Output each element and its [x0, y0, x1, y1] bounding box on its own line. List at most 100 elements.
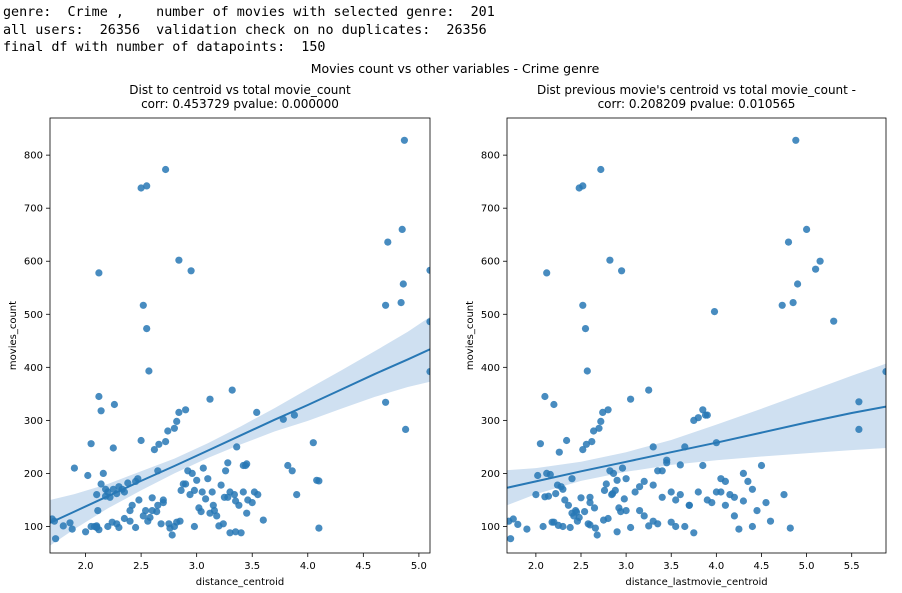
data-point: [600, 486, 609, 494]
data-point: [579, 182, 587, 190]
data-point: [148, 494, 156, 502]
confidence-band: [50, 316, 430, 546]
data-point: [259, 516, 267, 524]
data-point: [124, 479, 132, 487]
data-point: [243, 509, 251, 517]
data-point: [590, 504, 599, 512]
data-point: [154, 501, 162, 509]
data-point: [399, 280, 407, 288]
data-point: [591, 524, 600, 532]
chart-dist-centroid: 2.0 2.5 3.0 3.5 4.0 4.5 5.0 100 200 300 400 500 600 7…: [8, 83, 431, 588]
data-point: [735, 525, 743, 533]
data-point: [622, 507, 630, 515]
data-point: [721, 501, 730, 509]
data-point: [164, 427, 172, 435]
data-point: [82, 528, 90, 536]
data-point: [640, 477, 648, 485]
data-point: [155, 440, 163, 448]
data-point: [109, 485, 117, 493]
data-point: [95, 392, 103, 401]
data-point: [248, 499, 256, 507]
y-tick-label: 100: [481, 522, 500, 533]
x-tick-label: 5.0: [411, 561, 427, 572]
data-point: [882, 368, 886, 376]
data-point: [239, 488, 247, 496]
data-point: [636, 507, 644, 515]
data-point: [66, 519, 74, 527]
data-point: [543, 269, 551, 277]
data-point: [748, 485, 757, 493]
data-point: [239, 461, 247, 470]
data-point: [206, 509, 214, 517]
data-point: [95, 526, 103, 534]
data-point: [135, 496, 143, 504]
data-point: [694, 488, 702, 496]
data-point: [582, 440, 591, 448]
data-point: [182, 406, 190, 414]
data-point: [568, 475, 576, 483]
data-point: [94, 507, 102, 515]
y-tick-label: 500: [481, 310, 500, 321]
data-point: [609, 490, 617, 498]
console-line-users: all users: 26356 validation check on no …: [3, 22, 487, 38]
x-tick-label: 2.5: [573, 561, 589, 572]
data-point: [618, 464, 627, 472]
data-point: [68, 525, 76, 533]
data-point: [426, 266, 430, 274]
x-tick-label: 3.0: [189, 561, 205, 572]
data-point: [586, 521, 594, 529]
data-point: [784, 238, 793, 246]
data-point: [109, 444, 117, 452]
data-point: [398, 225, 406, 233]
x-tick-label: 5.5: [844, 561, 860, 572]
data-point: [645, 522, 653, 530]
data-point: [190, 522, 198, 531]
data-point: [792, 136, 800, 144]
data-point: [534, 471, 542, 480]
data-point: [561, 496, 569, 504]
data-point: [597, 417, 605, 425]
data-point: [581, 325, 590, 333]
data-point: [620, 495, 628, 503]
data-point: [315, 477, 323, 485]
y-tick-label: 500: [24, 310, 43, 321]
data-point: [739, 497, 748, 505]
data-point: [139, 301, 147, 309]
data-point: [577, 494, 585, 502]
data-point: [222, 467, 230, 475]
chart-title-line: Dist to centroid vs total movie_count: [129, 83, 351, 97]
data-point: [59, 522, 67, 530]
y-tick-label: 700: [24, 204, 43, 215]
y-tick-label: 400: [481, 363, 500, 374]
data-point: [753, 507, 761, 515]
data-point: [84, 471, 92, 480]
y-axis-label: movies_count: [465, 301, 476, 370]
data-point: [744, 477, 752, 485]
data-point: [126, 507, 134, 515]
data-point: [618, 267, 626, 275]
x-tick-label: 2.0: [78, 561, 94, 572]
data-point: [52, 535, 60, 543]
data-point: [597, 165, 605, 174]
x-tick-label: 2.0: [528, 561, 544, 572]
data-point: [554, 521, 563, 530]
data-point: [95, 269, 103, 277]
data-point: [583, 367, 591, 375]
data-point: [667, 518, 675, 526]
data-point: [384, 238, 392, 246]
data-point: [197, 508, 205, 516]
data-point: [209, 501, 217, 509]
y-axis-label: movies_count: [8, 301, 19, 370]
data-point: [672, 522, 680, 531]
console-line-genre: genre: Crime , number of movies with sel…: [3, 5, 495, 20]
data-point: [99, 469, 107, 477]
data-point: [126, 517, 134, 525]
data-point: [110, 400, 118, 409]
data-point: [143, 325, 151, 333]
data-point: [631, 488, 639, 496]
data-point: [649, 481, 657, 489]
data-point: [182, 480, 190, 488]
data-point: [627, 395, 635, 403]
data-point: [188, 469, 196, 477]
